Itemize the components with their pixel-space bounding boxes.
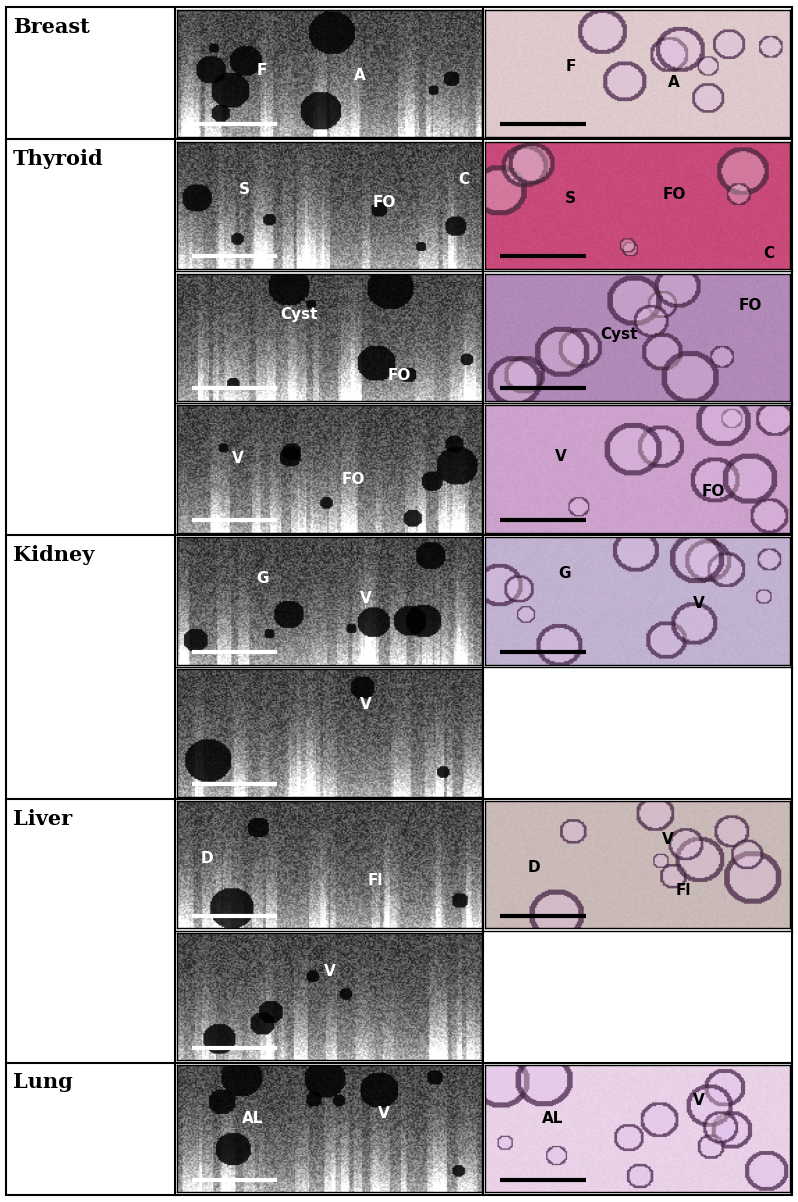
Text: Lung: Lung (13, 1072, 73, 1093)
Text: Fl: Fl (367, 873, 383, 887)
Text: FO: FO (373, 195, 396, 210)
Text: V: V (693, 1094, 705, 1108)
Text: Thyroid: Thyroid (13, 149, 104, 168)
Text: FO: FO (388, 368, 411, 382)
Text: G: G (256, 571, 268, 585)
Text: V: V (555, 448, 567, 464)
Text: Kidney: Kidney (13, 545, 94, 565)
Text: AL: AL (541, 1111, 563, 1126)
Text: V: V (323, 964, 335, 978)
Text: G: G (558, 565, 571, 581)
Text: Breast: Breast (13, 17, 89, 37)
Text: D: D (201, 851, 214, 867)
Text: FO: FO (662, 188, 685, 202)
Text: V: V (232, 452, 243, 466)
Text: FO: FO (702, 484, 725, 500)
Text: V: V (378, 1106, 390, 1121)
Text: V: V (662, 832, 674, 847)
Text: A: A (354, 69, 365, 83)
Text: FO: FO (342, 471, 365, 487)
Text: C: C (458, 172, 469, 188)
Text: F: F (565, 59, 575, 75)
Text: F: F (257, 64, 267, 78)
Text: S: S (239, 183, 250, 197)
Text: A: A (668, 75, 680, 90)
Text: FO: FO (739, 298, 762, 313)
Text: Cyst: Cyst (600, 327, 638, 343)
Text: C: C (763, 246, 774, 261)
Text: Liver: Liver (13, 809, 72, 828)
Text: S: S (565, 191, 576, 207)
Text: Fl: Fl (676, 882, 691, 898)
Text: V: V (360, 697, 372, 713)
Text: V: V (693, 596, 705, 611)
Text: D: D (527, 859, 540, 875)
Text: V: V (360, 591, 372, 606)
Text: Cyst: Cyst (280, 307, 318, 322)
Text: AL: AL (243, 1111, 264, 1126)
